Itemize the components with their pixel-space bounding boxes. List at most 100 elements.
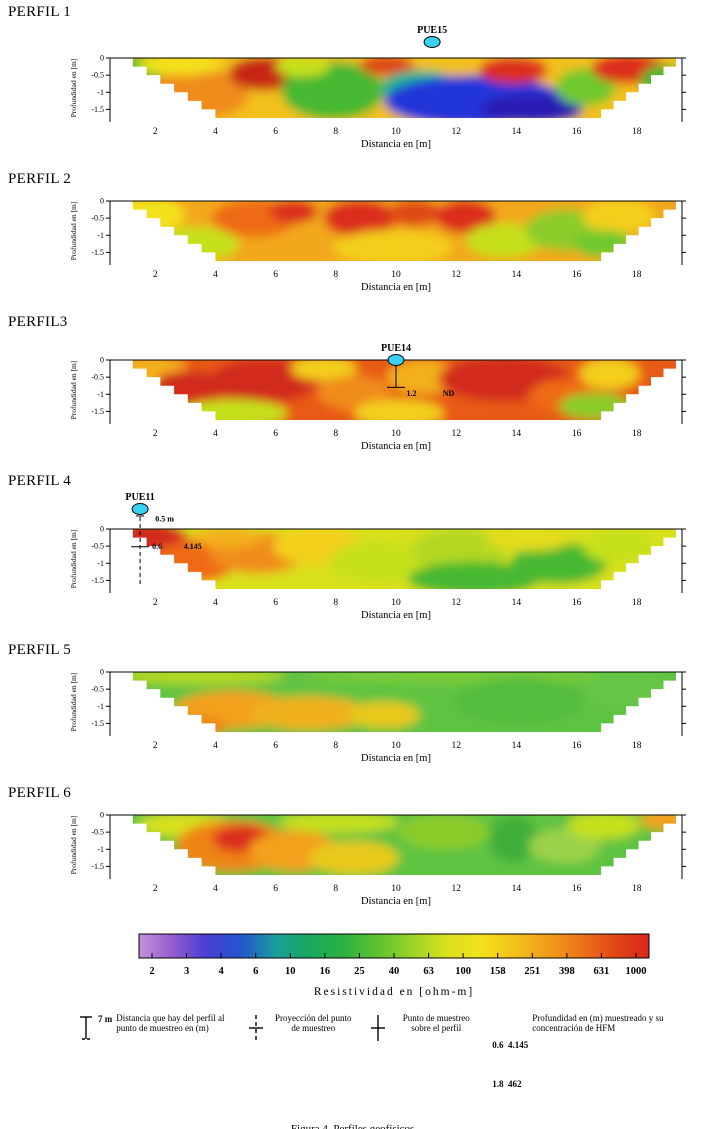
x-tick-label: 12 [451, 429, 461, 439]
legend-text-projection: Proyección del punto de muestreo [275, 1013, 352, 1034]
y-tick-label: 0 [100, 197, 104, 206]
x-tick-label: 12 [451, 884, 461, 894]
colorbar-tick-label: 100 [455, 966, 471, 977]
x-tick-label: 2 [153, 429, 158, 439]
annotation: 0.5 m [155, 515, 174, 524]
x-axis-label: Distancia en [m] [361, 753, 431, 764]
x-tick-label: 16 [572, 598, 582, 608]
well-label: PUE15 [417, 25, 447, 36]
colorbar-tick-label: 158 [490, 966, 506, 977]
x-tick-label: 8 [333, 270, 338, 280]
colorbar-tick-label: 40 [389, 966, 400, 977]
profile-title-3: PERFIL3 [8, 314, 68, 330]
resistivity-chart-3: 0 -0.5 -1 -1.5 2 4 6 8 10 12 14 16 18 Distancia en [m… [60, 334, 708, 459]
x-tick-label: 6 [273, 127, 278, 137]
x-tick-label: 16 [572, 741, 582, 751]
x-tick-label: 14 [512, 741, 522, 751]
x-tick-label: 10 [391, 884, 401, 894]
colorbar: 2 3 4 6 10 16 25 40 63 100 158 251 398 631 1000 Resisti… [34, 928, 708, 1009]
well-marker [387, 354, 405, 366]
x-tick-label: 4 [213, 429, 218, 439]
resistivity-section: 0 -0.5 -1 -1.5 2 4 6 8 10 12 14 16 18 Distancia en [m… [69, 492, 686, 621]
y-tick-label: -1 [97, 702, 104, 711]
well-label: PUE14 [381, 343, 411, 354]
x-tick-label: 2 [153, 127, 158, 137]
legend: 7 m Distancia que hay del perfil al punt… [78, 1013, 708, 1117]
figure-caption: Figura 4. Perfiles geofísicos. [0, 1123, 708, 1129]
colorbar-tick-label: 251 [524, 966, 540, 977]
x-tick-label: 10 [391, 270, 401, 280]
y-tick-label: -1.5 [91, 248, 104, 257]
x-tick-label: 6 [273, 270, 278, 280]
profile-title-2: PERFIL 2 [8, 171, 72, 187]
x-tick-label: 4 [213, 884, 218, 894]
x-axis-label: Distancia en [m] [361, 896, 431, 907]
annotation: ND [443, 389, 455, 398]
resistivity-chart-1: 0 -0.5 -1 -1.5 2 4 6 8 10 12 14 16 18 Distancia en [m… [60, 24, 708, 157]
x-tick-label: 6 [273, 741, 278, 751]
x-tick-label: 12 [451, 127, 461, 137]
x-tick-label: 12 [451, 270, 461, 280]
resistivity-section: 0 -0.5 -1 -1.5 2 4 6 8 10 12 14 16 18 Distancia en [m… [69, 25, 686, 150]
resistivity-chart-6: 0 -0.5 -1 -1.5 2 4 6 8 10 12 14 16 18 Distancia en [m… [60, 805, 708, 914]
x-tick-label: 18 [632, 741, 642, 751]
x-tick-label: 16 [572, 270, 582, 280]
y-tick-label: -0.5 [91, 828, 104, 837]
x-tick-label: 8 [333, 429, 338, 439]
legend-text-depth-values: Profundidad en (m) muestreado y su conce… [532, 1013, 664, 1034]
legend-item-depth-values: 0.6 4.145 1.8 462 Profundidad en (m) mue… [492, 1013, 678, 1117]
annotation: 0.6 [152, 542, 162, 551]
x-tick-label: 8 [333, 884, 338, 894]
profile-section-1: PERFIL 1 0 -0.5 -1 -1.5 2 4 6 8 10 12 14 16 18 Distan… [0, 4, 708, 157]
resistivity-chart-5: 0 -0.5 -1 -1.5 2 4 6 8 10 12 14 16 18 Distancia en [m… [60, 662, 708, 771]
legend-text-distance: Distancia que hay del perfil al punto de… [116, 1013, 225, 1034]
y-tick-label: 0 [100, 356, 104, 365]
y-tick-label: 0 [100, 668, 104, 677]
legend-item-projection: Proyección del punto de muestreo [246, 1013, 356, 1043]
legend-item-sample-point: Punto de muestreo sobre el perfil [368, 1013, 480, 1043]
colorbar-tick-label: 10 [285, 966, 296, 977]
profile-section-3: PERFIL3 0 -0.5 -1 -1.5 2 4 6 8 10 12 14 16 18 Distanc… [0, 314, 708, 459]
colorbar-tick-label: 631 [594, 966, 610, 977]
resistivity-chart-4: 0 -0.5 -1 -1.5 2 4 6 8 10 12 14 16 18 Distancia en [m… [60, 492, 708, 628]
y-tick-label: -1.5 [91, 407, 104, 416]
x-tick-label: 8 [333, 127, 338, 137]
y-tick-label: -0.5 [91, 214, 104, 223]
colorbar-tick-label: 16 [320, 966, 331, 977]
x-tick-label: 2 [153, 741, 158, 751]
y-tick-label: -1.5 [91, 576, 104, 585]
profile-title-1: PERFIL 1 [8, 4, 72, 20]
profile-title-6: PERFIL 6 [8, 785, 72, 801]
x-tick-label: 4 [213, 598, 218, 608]
x-axis-label: Distancia en [m] [361, 610, 431, 621]
y-tick-label: -1 [97, 231, 104, 240]
x-tick-label: 14 [512, 127, 522, 137]
profile-section-2: PERFIL 2 0 -0.5 -1 -1.5 2 4 6 8 10 12 14 16 18 Distan… [0, 171, 708, 300]
colorbar-tick-label: 398 [559, 966, 575, 977]
colorbar-tick-label: 63 [423, 966, 434, 977]
x-tick-label: 4 [213, 741, 218, 751]
y-tick-label: 0 [100, 811, 104, 820]
x-tick-label: 18 [632, 270, 642, 280]
legend-item-distance: 7 m Distancia que hay del perfil al punt… [78, 1013, 234, 1043]
x-tick-label: 16 [572, 884, 582, 894]
well-marker [131, 503, 149, 515]
y-axis-label: Profundidad en [m] [69, 361, 78, 420]
x-tick-label: 18 [632, 884, 642, 894]
x-tick-label: 6 [273, 884, 278, 894]
x-tick-label: 14 [512, 270, 522, 280]
x-tick-label: 2 [153, 598, 158, 608]
y-tick-label: -0.5 [91, 542, 104, 551]
y-tick-label: -0.5 [91, 71, 104, 80]
x-tick-label: 10 [391, 741, 401, 751]
x-tick-label: 12 [451, 598, 461, 608]
legend-text-sample-point: Punto de muestreo sobre el perfil [402, 1013, 470, 1034]
well-label: PUE11 [125, 493, 154, 503]
y-axis-label: Profundidad en [m] [69, 59, 78, 118]
sample-values-row1: 0.6 4.145 [492, 1040, 529, 1051]
y-tick-label: -1 [97, 559, 104, 568]
profile-section-6: PERFIL 6 0 -0.5 -1 -1.5 2 4 6 8 10 12 14 16 18 Distan… [0, 785, 708, 914]
colorbar-tick-label: 6 [253, 966, 258, 977]
profile-title-4: PERFIL 4 [8, 473, 72, 489]
